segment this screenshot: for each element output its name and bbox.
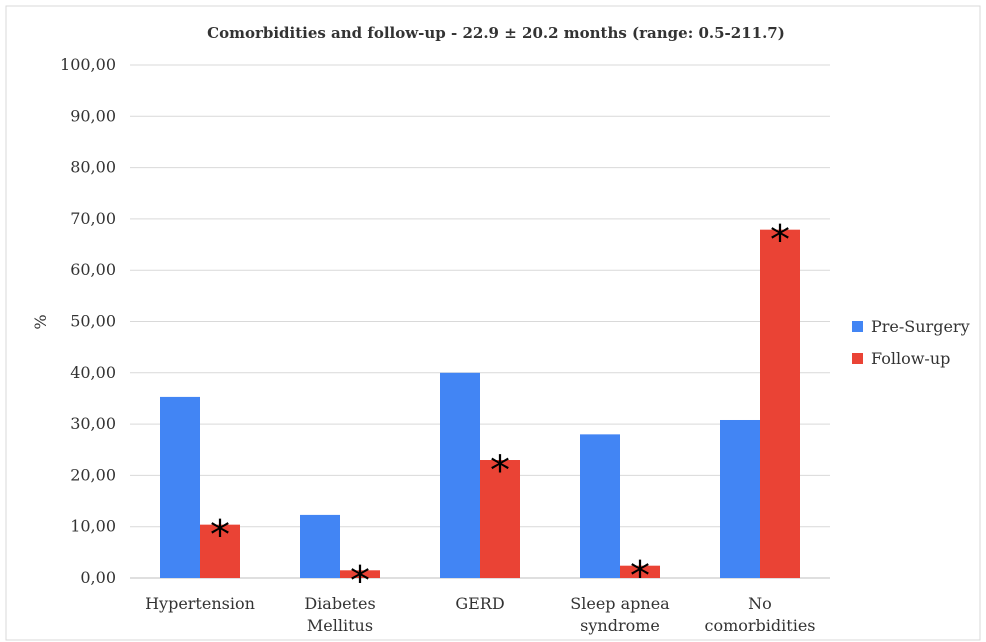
legend-swatch xyxy=(852,321,863,332)
gridlines xyxy=(130,64,830,579)
chart-title: Comorbidities and follow-up - 22.9 ± 20.… xyxy=(207,24,785,42)
bar-pre-surgery xyxy=(160,396,200,578)
x-category-label: syndrome xyxy=(580,616,660,635)
y-tick-label: 20,00 xyxy=(70,465,116,484)
significance-asterisk: * xyxy=(770,218,790,264)
x-category-label: Hypertension xyxy=(145,594,255,613)
bar-follow-up xyxy=(760,229,800,578)
y-tick-label: 10,00 xyxy=(70,517,116,536)
y-tick-label: 60,00 xyxy=(70,260,116,279)
x-category-label: comorbidities xyxy=(705,616,816,635)
significance-asterisk: * xyxy=(630,554,650,600)
significance-markers: * * * * * xyxy=(210,218,790,605)
chart-border xyxy=(5,5,981,641)
bar-follow-up xyxy=(480,460,520,578)
x-category-label: Diabetes xyxy=(304,594,375,613)
significance-asterisk: * xyxy=(490,448,510,494)
x-category-label: No xyxy=(748,594,772,613)
significance-asterisk: * xyxy=(350,558,370,604)
legend: Pre-Surgery Follow-up xyxy=(852,317,970,368)
legend-label: Follow-up xyxy=(871,349,950,368)
y-axis-label: % xyxy=(31,314,50,329)
y-tick-label: 50,00 xyxy=(70,312,116,331)
x-category-label: Mellitus xyxy=(307,616,373,635)
y-tick-label: 100,00 xyxy=(60,55,116,74)
bar-pre-surgery xyxy=(580,434,620,578)
legend-label: Pre-Surgery xyxy=(871,317,970,336)
bar-pre-surgery xyxy=(720,419,760,578)
y-tick-label: 90,00 xyxy=(70,106,116,125)
y-tick-label: 0,00 xyxy=(80,568,116,587)
bar-pre-surgery xyxy=(300,514,340,578)
y-tick-label: 30,00 xyxy=(70,414,116,433)
y-axis-ticks: 0,00 10,00 20,00 30,00 40,00 50,00 60,00 70,00 8… xyxy=(60,55,116,587)
legend-swatch xyxy=(852,353,863,364)
x-axis-categories: Hypertension Diabetes Mellitus GERD Sleep ap… xyxy=(145,594,815,635)
significance-asterisk: * xyxy=(210,513,230,559)
bar-pre-surgery xyxy=(440,372,480,578)
bar-follow-up xyxy=(620,565,660,578)
x-category-label: GERD xyxy=(455,594,504,613)
y-tick-label: 80,00 xyxy=(70,158,116,177)
x-category-label: Sleep apnea xyxy=(570,594,670,613)
y-tick-label: 40,00 xyxy=(70,363,116,382)
bars xyxy=(160,229,800,578)
y-tick-label: 70,00 xyxy=(70,209,116,228)
bar-follow-up xyxy=(200,524,240,578)
bar-follow-up xyxy=(340,570,380,578)
